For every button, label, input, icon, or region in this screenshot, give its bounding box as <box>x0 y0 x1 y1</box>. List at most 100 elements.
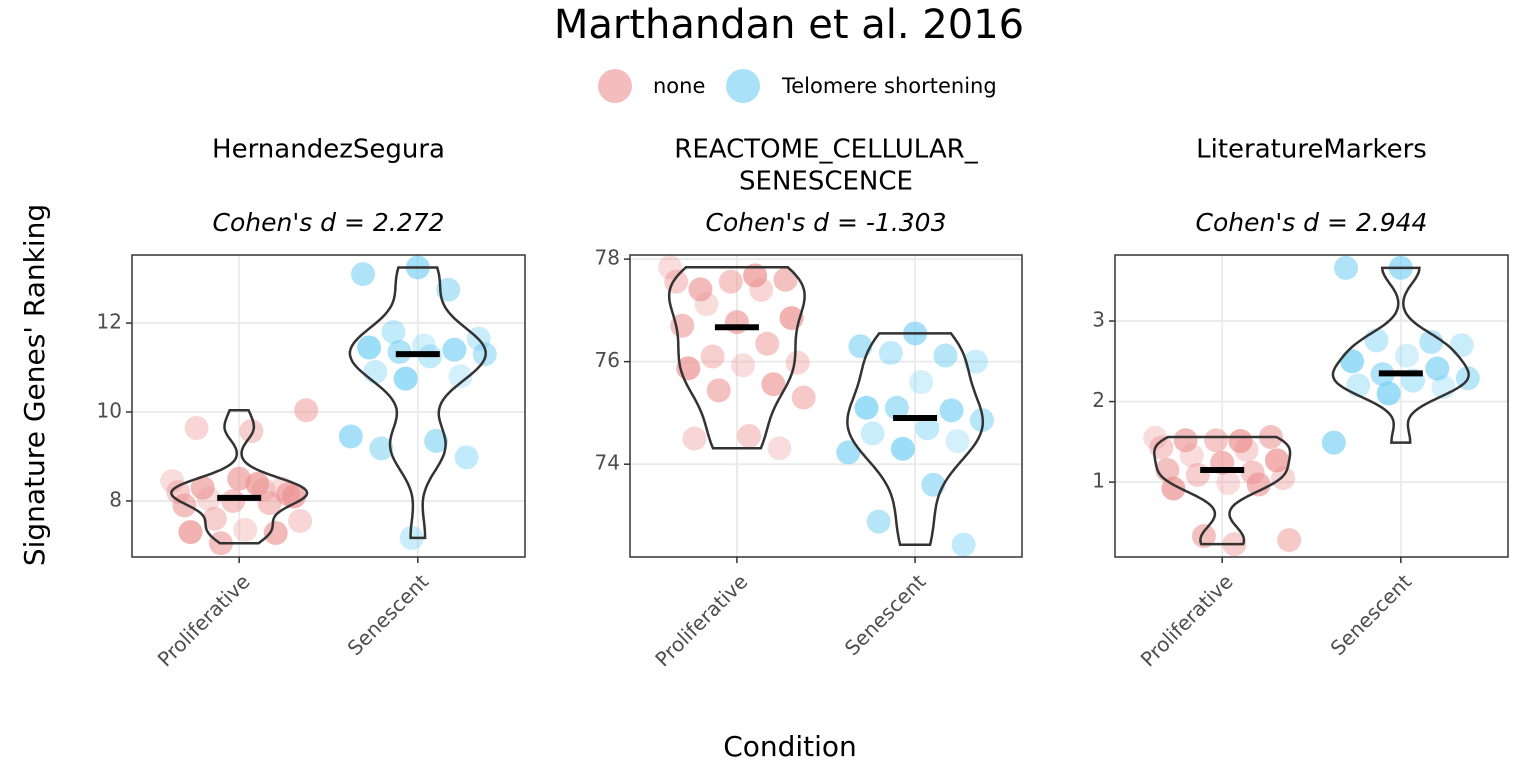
point <box>718 269 743 294</box>
point <box>1277 528 1302 553</box>
point <box>257 491 282 516</box>
point <box>1449 333 1474 358</box>
point <box>1179 443 1204 468</box>
point <box>448 364 473 389</box>
point <box>963 349 988 374</box>
legend-swatch <box>598 69 632 103</box>
point <box>854 395 879 420</box>
point <box>172 493 197 518</box>
point <box>1204 428 1229 453</box>
point <box>269 476 294 501</box>
point <box>939 398 964 423</box>
point <box>773 267 798 292</box>
point <box>1143 425 1168 450</box>
point <box>288 508 313 533</box>
point <box>951 532 976 557</box>
point <box>866 509 891 534</box>
point <box>233 517 258 542</box>
point <box>294 398 319 423</box>
point <box>190 475 215 500</box>
point <box>706 378 731 403</box>
x-tick-label: Senescent <box>1326 569 1417 660</box>
point <box>848 334 873 359</box>
point <box>1185 462 1210 487</box>
violin <box>170 408 309 545</box>
y-tick-label: 2 <box>1092 388 1105 412</box>
point <box>915 416 940 441</box>
point <box>1228 429 1253 454</box>
violin <box>846 332 985 546</box>
point <box>1234 437 1259 462</box>
point <box>1271 466 1296 491</box>
point <box>351 262 376 287</box>
point <box>767 436 792 461</box>
point <box>1376 381 1401 406</box>
point <box>694 292 719 317</box>
panel-frame <box>629 254 1023 558</box>
panel-subtitle: Cohen's d = -1.303 <box>706 208 947 237</box>
point <box>1346 373 1371 398</box>
point <box>196 486 221 511</box>
legend-swatch <box>726 69 760 103</box>
point <box>454 445 479 470</box>
point <box>1191 524 1216 549</box>
point <box>743 263 768 288</box>
point <box>178 520 203 545</box>
point <box>890 436 915 461</box>
panel-title: REACTOME_CELLULAR_ <box>674 135 978 165</box>
y-tick-label: 78 <box>595 246 620 270</box>
point <box>227 466 252 491</box>
point <box>755 331 780 356</box>
point <box>363 359 388 384</box>
point <box>878 340 903 365</box>
point <box>239 419 264 444</box>
point <box>338 424 363 449</box>
point <box>1246 472 1271 497</box>
panel-subtitle: Cohen's d = 2.272 <box>213 208 445 237</box>
point <box>1419 329 1444 354</box>
point <box>688 277 713 302</box>
point <box>184 416 209 441</box>
point <box>202 506 227 531</box>
point <box>424 428 449 453</box>
point <box>1334 255 1359 280</box>
point <box>1394 343 1419 368</box>
y-tick-label: 10 <box>97 399 122 423</box>
point <box>884 395 909 420</box>
point <box>1216 470 1241 495</box>
point <box>682 426 707 451</box>
x-tick-label: Senescent <box>343 569 434 660</box>
point <box>933 343 958 368</box>
point <box>860 421 885 446</box>
panel-subtitle: Cohen's d = 2.944 <box>1196 208 1428 237</box>
point <box>700 344 725 369</box>
point <box>658 255 683 280</box>
point <box>381 319 406 344</box>
point <box>761 372 786 397</box>
point <box>945 429 970 454</box>
y-tick-label: 12 <box>97 310 122 334</box>
point <box>221 488 246 513</box>
point <box>245 472 270 497</box>
point <box>1264 448 1289 473</box>
y-tick-label: 3 <box>1092 308 1105 332</box>
point <box>1149 435 1174 460</box>
x-tick-label: Senescent <box>840 569 931 660</box>
panel-frame <box>1114 254 1509 558</box>
violin <box>1331 266 1470 444</box>
x-axis-label: Condition <box>723 730 857 763</box>
point <box>393 366 418 391</box>
point <box>785 350 810 375</box>
chart-title: Marthandan et al. 2016 <box>554 2 1024 48</box>
point <box>749 277 774 302</box>
legend-label: Telomere shortening <box>781 74 997 98</box>
point <box>281 484 306 509</box>
point <box>836 440 861 465</box>
y-tick-label: 1 <box>1092 469 1105 493</box>
point <box>357 335 382 360</box>
panel-title: SENESCENCE <box>739 167 913 197</box>
point <box>1425 356 1450 381</box>
point <box>909 370 934 395</box>
panel-title: LiteratureMarkers <box>1196 135 1427 165</box>
